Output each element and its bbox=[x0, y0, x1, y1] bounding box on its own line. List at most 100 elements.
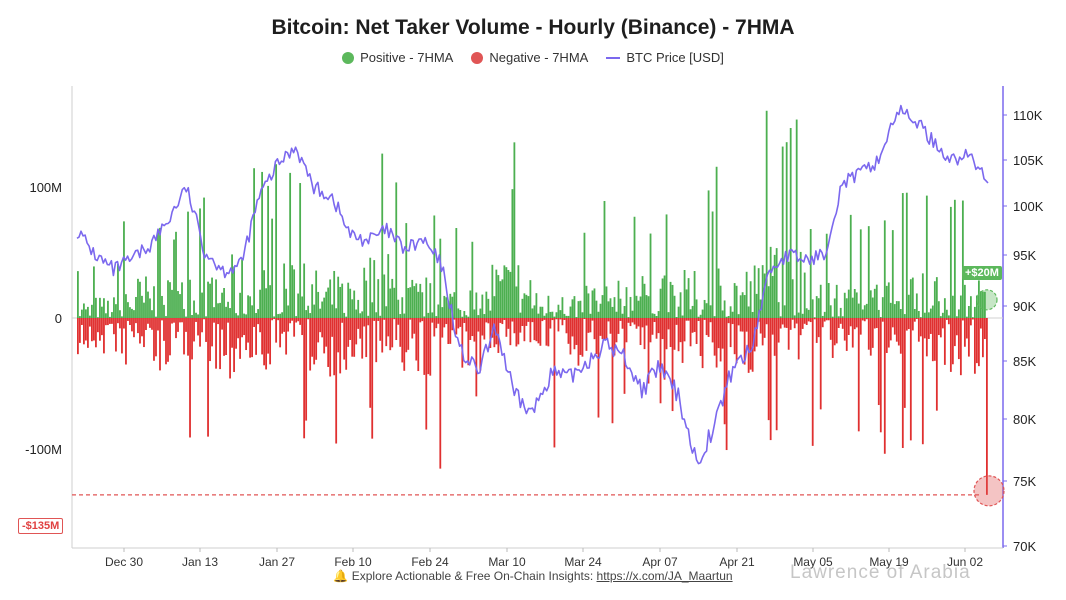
negative-bar bbox=[919, 318, 922, 337]
positive-bar bbox=[797, 312, 800, 318]
positive-bar bbox=[457, 308, 460, 318]
positive-bar bbox=[725, 316, 728, 318]
negative-bar bbox=[629, 318, 632, 327]
positive-bar bbox=[199, 208, 201, 318]
positive-bar bbox=[541, 306, 544, 318]
chart-title: Bitcoin: Net Taker Volume - Hourly (Bina… bbox=[271, 16, 795, 39]
negative-bar bbox=[565, 318, 568, 334]
negative-bar bbox=[563, 318, 566, 320]
positive-bar bbox=[269, 285, 272, 318]
negative-bar bbox=[247, 318, 249, 343]
negative-bar bbox=[417, 318, 420, 372]
negative-bar bbox=[335, 318, 338, 444]
negative-bar bbox=[687, 318, 690, 321]
negative-bar bbox=[475, 318, 478, 397]
negative-bar bbox=[363, 318, 366, 327]
positive-bar bbox=[527, 296, 530, 318]
positive-bar bbox=[105, 313, 107, 318]
positive-bar bbox=[977, 280, 980, 318]
negative-bar bbox=[533, 318, 536, 341]
positive-bar bbox=[225, 306, 227, 318]
negative-bar bbox=[379, 318, 382, 341]
negative-bar bbox=[157, 318, 159, 331]
positive-bar bbox=[595, 300, 598, 318]
positive-bar bbox=[875, 284, 878, 318]
positive-bar bbox=[581, 312, 584, 318]
negative-bar bbox=[229, 318, 231, 379]
positive-bar bbox=[345, 316, 348, 318]
positive-bar bbox=[675, 317, 678, 318]
positive-bar bbox=[807, 309, 810, 318]
negative-bar bbox=[457, 318, 460, 329]
positive-bar bbox=[413, 286, 416, 318]
positive-bar bbox=[153, 286, 155, 318]
positive-bar bbox=[901, 193, 904, 318]
negative-bar bbox=[881, 318, 884, 322]
negative-bar bbox=[519, 318, 522, 333]
negative-bar bbox=[153, 318, 155, 361]
negative-bar bbox=[925, 318, 928, 357]
negative-bar bbox=[249, 318, 251, 358]
footer-text: Explore Actionable & Free On-Chain Insig… bbox=[351, 569, 597, 583]
footer-link[interactable]: https://x.com/JA_Maartun bbox=[596, 569, 733, 583]
negative-bar bbox=[169, 318, 171, 356]
positive-bar bbox=[179, 294, 181, 318]
negative-bar bbox=[693, 318, 696, 332]
negative-bar bbox=[793, 318, 796, 329]
negative-bar bbox=[665, 318, 668, 350]
right-tick-label: 100K bbox=[1013, 199, 1044, 214]
positive-bar bbox=[177, 291, 179, 318]
legend-item-price[interactable]: BTC Price [USD] bbox=[606, 50, 724, 65]
negative-bar bbox=[95, 318, 97, 348]
negative-bar bbox=[453, 318, 456, 320]
negative-bar bbox=[241, 318, 243, 338]
legend-item-negative[interactable]: Negative - 7HMA bbox=[471, 50, 588, 65]
negative-bar bbox=[545, 318, 548, 346]
negative-bar bbox=[187, 318, 189, 356]
positive-bar bbox=[557, 304, 560, 318]
negative-bar bbox=[77, 318, 79, 355]
positive-bar bbox=[909, 279, 912, 318]
negative-bar bbox=[455, 318, 458, 335]
positive-bar bbox=[365, 280, 368, 318]
negative-bar bbox=[101, 318, 103, 336]
positive-bar bbox=[731, 311, 734, 318]
negative-bar bbox=[305, 318, 308, 421]
negative-bar bbox=[337, 318, 340, 353]
positive-bar bbox=[727, 316, 730, 318]
x-tick-label: Mar 24 bbox=[564, 555, 602, 569]
positive-bar bbox=[385, 306, 388, 318]
negative-bar bbox=[653, 318, 656, 323]
negative-bar bbox=[383, 318, 386, 320]
negative-bar bbox=[369, 318, 372, 408]
positive-bar bbox=[283, 263, 286, 318]
positive-bar bbox=[393, 287, 396, 318]
negative-bar bbox=[963, 318, 966, 347]
negative-bar bbox=[103, 318, 105, 354]
negative-bar bbox=[607, 318, 610, 322]
negative-bar bbox=[117, 318, 119, 324]
negative-bar bbox=[213, 318, 215, 323]
positive-bar bbox=[789, 128, 792, 318]
positive-bar bbox=[667, 312, 670, 318]
legend-item-positive[interactable]: Positive - 7HMA bbox=[342, 50, 453, 65]
legend-label-positive: Positive - 7HMA bbox=[360, 50, 454, 65]
right-tick-label: 90K bbox=[1013, 299, 1036, 314]
negative-bar bbox=[683, 318, 686, 342]
positive-bar bbox=[769, 246, 772, 318]
negative-bar bbox=[243, 318, 245, 336]
positive-bar bbox=[183, 308, 185, 318]
negative-bar bbox=[223, 318, 225, 356]
negative-bar bbox=[819, 318, 822, 410]
positive-bar bbox=[273, 316, 276, 318]
negative-bar bbox=[431, 318, 434, 323]
negative-bar bbox=[397, 318, 400, 325]
positive-bar bbox=[853, 289, 856, 318]
negative-bar bbox=[315, 318, 318, 360]
negative-bar bbox=[633, 318, 636, 325]
positive-bar bbox=[263, 270, 266, 318]
positive-bar bbox=[809, 229, 812, 318]
positive-bar bbox=[763, 273, 766, 318]
positive-bar bbox=[577, 301, 580, 318]
positive-bar bbox=[351, 299, 354, 318]
